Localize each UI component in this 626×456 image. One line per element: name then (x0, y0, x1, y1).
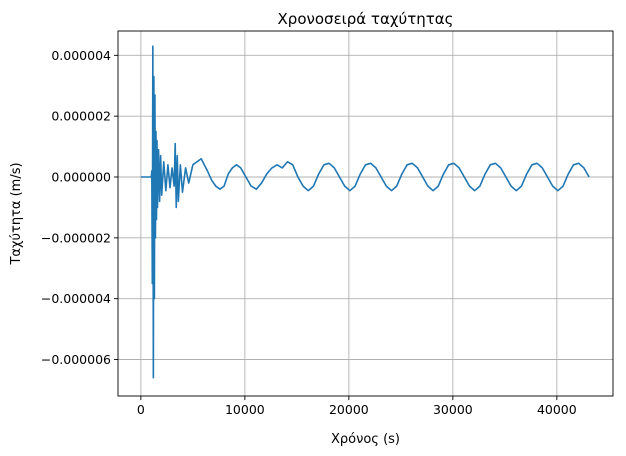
plot-area-frame (117, 30, 614, 397)
x-tick-label: 10000 (225, 402, 265, 417)
chart-title: Χρονοσειρά ταχύτητας (278, 10, 454, 28)
velocity-series-line (140, 45, 590, 379)
y-axis: 0.000004 0.000002 0.000000 −0.000002 −0.0000… (41, 48, 118, 367)
x-tick-label: 40000 (537, 402, 577, 417)
y-tick-label: 0.000000 (51, 170, 111, 185)
x-tick-label: 30000 (433, 402, 473, 417)
y-tick-label: 0.000002 (51, 109, 111, 124)
series-layer (140, 45, 590, 379)
y-tick-label: −0.000004 (41, 291, 111, 306)
y-axis-title: Ταχύτητα (m/s) (9, 162, 24, 265)
x-tick-label: 0 (137, 402, 145, 417)
x-axis: 0 10000 20000 30000 40000 (137, 396, 577, 417)
grid (118, 31, 613, 396)
x-tick-label: 20000 (329, 402, 369, 417)
y-tick-label: −0.000002 (41, 230, 111, 245)
y-tick-label: 0.000004 (51, 48, 111, 63)
y-tick-label: −0.000006 (41, 352, 111, 367)
x-axis-title: Χρόνος (s) (331, 432, 400, 447)
